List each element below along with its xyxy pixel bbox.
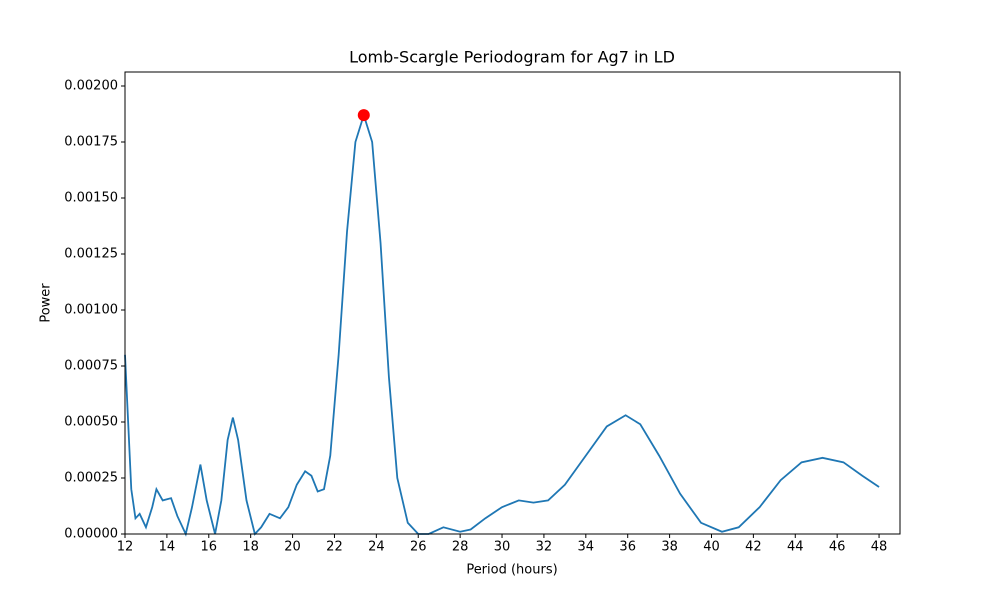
x-tick-label: 16 bbox=[201, 540, 218, 555]
x-tick-label: 30 bbox=[494, 540, 511, 555]
x-tick-label: 14 bbox=[159, 540, 176, 555]
x-tick-label: 12 bbox=[117, 540, 134, 555]
x-tick-label: 44 bbox=[787, 540, 804, 555]
y-tick-label: 0.00075 bbox=[64, 359, 118, 374]
chart-title: Lomb-Scargle Periodogram for Ag7 in LD bbox=[349, 48, 675, 67]
x-tick-label: 34 bbox=[578, 540, 595, 555]
x-axis-label: Period (hours) bbox=[466, 563, 557, 578]
y-axis-label: Power bbox=[39, 283, 54, 323]
y-tick-label: 0.00175 bbox=[64, 135, 118, 150]
x-tick-label: 20 bbox=[284, 540, 301, 555]
x-tick-label: 22 bbox=[326, 540, 343, 555]
y-tick-label: 0.00125 bbox=[64, 247, 118, 262]
x-tick-label: 26 bbox=[410, 540, 427, 555]
x-tick-label: 32 bbox=[536, 540, 553, 555]
x-tick-label: 42 bbox=[745, 540, 762, 555]
x-tick-label: 18 bbox=[242, 540, 259, 555]
x-tick-label: 36 bbox=[619, 540, 636, 555]
y-tick-label: 0.00200 bbox=[64, 79, 118, 94]
x-tick-label: 40 bbox=[703, 540, 720, 555]
line-series bbox=[124, 112, 880, 537]
x-tick-label: 38 bbox=[661, 540, 678, 555]
peak-marker bbox=[357, 109, 370, 122]
x-tick-label: 28 bbox=[452, 540, 469, 555]
y-tick-label: 0.00025 bbox=[64, 471, 118, 486]
y-tick-label: 0.00100 bbox=[64, 303, 118, 318]
y-tick-label: 0.00050 bbox=[64, 415, 118, 430]
x-tick-label: 24 bbox=[368, 540, 385, 555]
x-tick-label: 46 bbox=[829, 540, 846, 555]
x-tick-label: 48 bbox=[871, 540, 888, 555]
y-tick-label: 0.00000 bbox=[64, 527, 118, 542]
plot-frame bbox=[124, 71, 901, 535]
y-tick-label: 0.00150 bbox=[64, 191, 118, 206]
